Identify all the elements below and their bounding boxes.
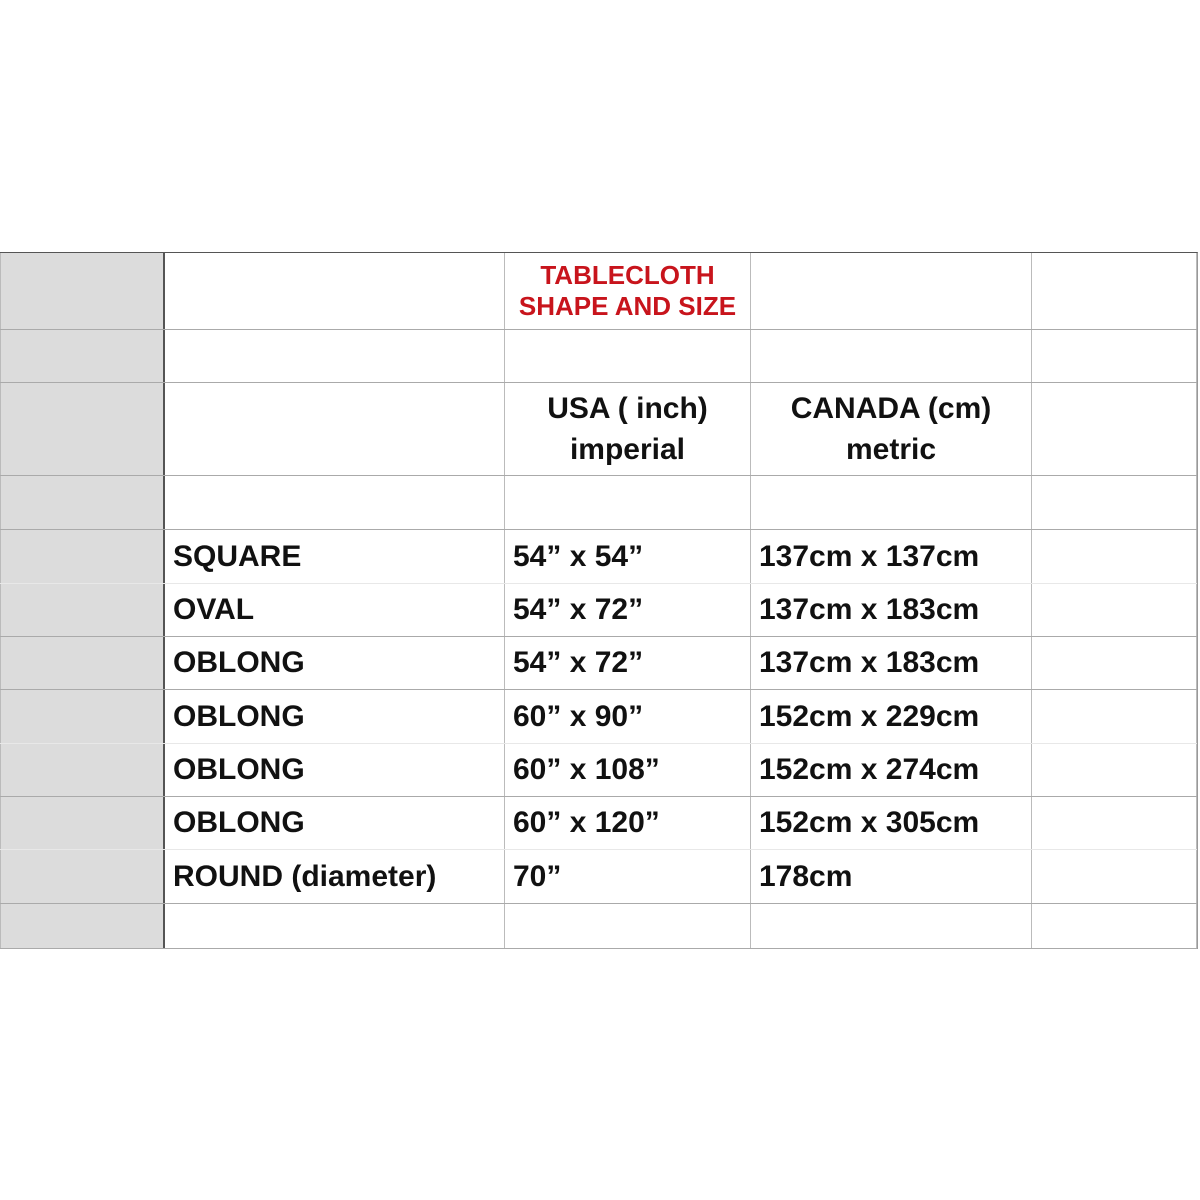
empty-row (0, 330, 1197, 383)
usa-header-line2: imperial (569, 433, 686, 466)
row-header[interactable] (0, 904, 165, 948)
canada-size-cell[interactable]: 152cm x 229cm (751, 690, 1032, 743)
row-header[interactable] (0, 253, 165, 329)
cell[interactable] (505, 330, 751, 382)
cell[interactable] (1032, 584, 1197, 636)
canada-size-cell[interactable]: 152cm x 305cm (751, 797, 1032, 849)
shape-cell[interactable]: ROUND (diameter) (165, 850, 505, 903)
row-header[interactable] (0, 690, 165, 743)
shape-cell[interactable]: SQUARE (165, 530, 505, 583)
shape-cell[interactable]: OBLONG (165, 744, 505, 796)
canada-size-cell[interactable]: 178cm (751, 850, 1032, 903)
row-header[interactable] (0, 797, 165, 849)
cell[interactable] (1032, 744, 1197, 796)
usa-header-line1: USA ( inch) (547, 392, 708, 425)
cell[interactable] (1032, 383, 1197, 475)
shape-cell[interactable]: OBLONG (165, 637, 505, 689)
cell[interactable] (1032, 330, 1197, 382)
cell[interactable] (165, 330, 505, 382)
table-row: SQUARE 54” x 54” 137cm x 137cm (0, 530, 1197, 584)
row-header[interactable] (0, 850, 165, 903)
cell[interactable] (505, 904, 751, 948)
canada-column-header[interactable]: CANADA (cm) metric (751, 383, 1032, 475)
cell[interactable] (165, 383, 505, 475)
cell[interactable] (1032, 904, 1197, 948)
title-line2: SHAPE AND SIZE (518, 291, 737, 321)
row-header[interactable] (0, 744, 165, 796)
table-row: OBLONG 54” x 72” 137cm x 183cm (0, 637, 1197, 690)
cell[interactable] (1032, 690, 1197, 743)
row-header[interactable] (0, 530, 165, 583)
canada-size-cell[interactable]: 152cm x 274cm (751, 744, 1032, 796)
canada-size-cell[interactable]: 137cm x 183cm (751, 637, 1032, 689)
table-row: OBLONG 60” x 120” 152cm x 305cm (0, 797, 1197, 850)
cell[interactable] (1032, 850, 1197, 903)
cell[interactable] (505, 476, 751, 529)
column-header-row: USA ( inch) imperial CANADA (cm) metric (0, 383, 1197, 476)
canada-size-cell[interactable]: 137cm x 183cm (751, 584, 1032, 636)
row-header[interactable] (0, 637, 165, 689)
canada-header-line2: metric (845, 433, 937, 466)
size-table: TABLECLOTH SHAPE AND SIZE USA ( inch) impe… (0, 252, 1198, 949)
row-header[interactable] (0, 330, 165, 382)
title-line1: TABLECLOTH (540, 260, 715, 290)
table-row: OVAL 54” x 72” 137cm x 183cm (0, 584, 1197, 637)
row-header[interactable] (0, 383, 165, 475)
row-header[interactable] (0, 584, 165, 636)
table-title[interactable]: TABLECLOTH SHAPE AND SIZE (505, 253, 751, 329)
empty-row (0, 476, 1197, 530)
cell[interactable] (165, 253, 505, 329)
usa-size-cell[interactable]: 60” x 90” (505, 690, 751, 743)
canada-size-cell[interactable]: 137cm x 137cm (751, 530, 1032, 583)
cell[interactable] (165, 904, 505, 948)
cell[interactable] (1032, 797, 1197, 849)
shape-cell[interactable]: OBLONG (165, 690, 505, 743)
cell[interactable] (165, 476, 505, 529)
usa-column-header[interactable]: USA ( inch) imperial (505, 383, 751, 475)
cell[interactable] (751, 330, 1032, 382)
cell[interactable] (751, 904, 1032, 948)
title-row: TABLECLOTH SHAPE AND SIZE (0, 253, 1197, 330)
shape-cell[interactable]: OBLONG (165, 797, 505, 849)
cell[interactable] (751, 253, 1032, 329)
cell[interactable] (1032, 253, 1197, 329)
canada-header-line1: CANADA (cm) (790, 392, 992, 425)
cell[interactable] (1032, 530, 1197, 583)
cell[interactable] (751, 476, 1032, 529)
usa-size-cell[interactable]: 60” x 108” (505, 744, 751, 796)
empty-row (0, 904, 1197, 949)
shape-cell[interactable]: OVAL (165, 584, 505, 636)
usa-size-cell[interactable]: 54” x 54” (505, 530, 751, 583)
table-row: OBLONG 60” x 108” 152cm x 274cm (0, 744, 1197, 797)
usa-size-cell[interactable]: 70” (505, 850, 751, 903)
row-header[interactable] (0, 476, 165, 529)
usa-size-cell[interactable]: 54” x 72” (505, 584, 751, 636)
table-row: OBLONG 60” x 90” 152cm x 229cm (0, 690, 1197, 744)
table-row: ROUND (diameter) 70” 178cm (0, 850, 1197, 904)
usa-size-cell[interactable]: 54” x 72” (505, 637, 751, 689)
usa-size-cell[interactable]: 60” x 120” (505, 797, 751, 849)
cell[interactable] (1032, 476, 1197, 529)
cell[interactable] (1032, 637, 1197, 689)
